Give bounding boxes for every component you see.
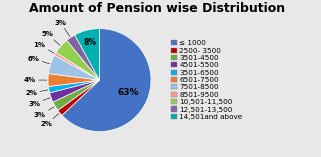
Text: 6%: 6% <box>28 56 49 64</box>
Wedge shape <box>48 80 100 93</box>
Text: 1%: 1% <box>34 42 54 53</box>
Text: 8%: 8% <box>83 38 96 47</box>
Text: 2%: 2% <box>40 114 59 127</box>
Text: 3%: 3% <box>28 98 50 107</box>
Text: Amount of Pension wise Distribution: Amount of Pension wise Distribution <box>29 2 285 15</box>
Text: 4%: 4% <box>24 77 47 83</box>
Text: 2%: 2% <box>25 90 48 96</box>
Text: 5%: 5% <box>41 31 60 45</box>
Wedge shape <box>75 29 100 80</box>
Text: 3%: 3% <box>34 107 54 119</box>
Wedge shape <box>50 80 100 102</box>
Wedge shape <box>62 29 151 132</box>
Text: 3%: 3% <box>55 20 70 37</box>
Wedge shape <box>67 35 100 80</box>
Wedge shape <box>58 80 100 115</box>
Wedge shape <box>53 80 100 110</box>
Text: 63%: 63% <box>117 88 139 97</box>
Wedge shape <box>54 52 100 80</box>
Wedge shape <box>48 74 100 87</box>
Wedge shape <box>56 40 100 80</box>
Legend: ≤ 1000, 2500- 3500, 3501-4500, 4501-5500, 3501-6500, 6501-7500, 7501-8500, 8501-: ≤ 1000, 2500- 3500, 3501-4500, 4501-5500… <box>170 40 243 121</box>
Wedge shape <box>48 55 100 80</box>
